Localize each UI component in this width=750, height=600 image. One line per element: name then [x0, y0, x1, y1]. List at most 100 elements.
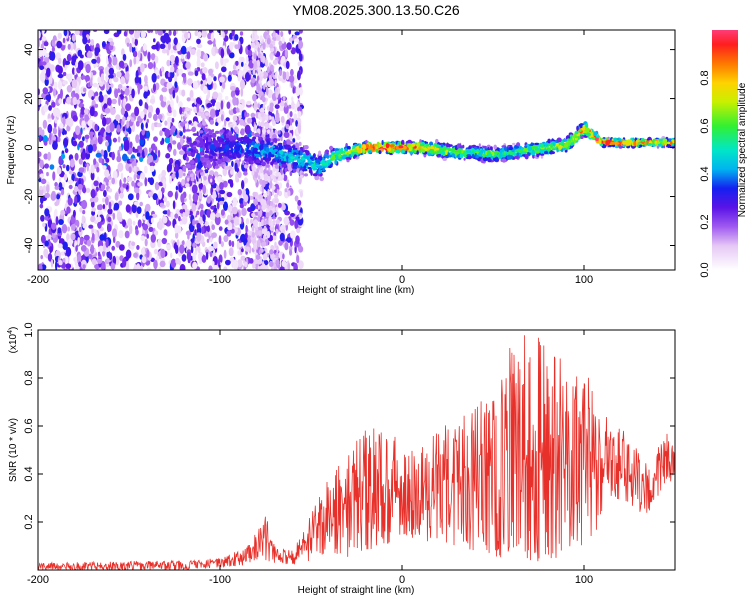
heatmap-cell — [196, 58, 201, 68]
heatmap-cell — [89, 77, 93, 87]
heatmap-cell — [67, 73, 73, 83]
heatmap-cell — [169, 54, 176, 63]
heatmap-cell — [107, 216, 112, 223]
heatmap-cell — [72, 209, 76, 218]
heatmap-cell — [114, 192, 119, 201]
heatmap-cell — [328, 165, 332, 169]
heatmap-cell — [86, 163, 90, 172]
heatmap-cell — [302, 168, 308, 172]
heatmap-cell — [296, 135, 301, 140]
heatmap-cell — [232, 197, 238, 207]
heatmap-cell — [90, 171, 95, 181]
heatmap-cell — [281, 260, 287, 268]
heatmap-cell — [192, 164, 196, 169]
heatmap-cell — [232, 135, 237, 141]
heatmap-cell — [39, 185, 43, 191]
heatmap-cell — [275, 115, 280, 123]
heatmap-cell — [265, 59, 269, 68]
heatmap-cell — [244, 124, 251, 135]
heatmap-cell — [52, 127, 58, 135]
heatmap-cell — [331, 154, 336, 160]
heatmap-cell — [98, 204, 103, 211]
heatmap-cell — [44, 240, 49, 247]
heatmap-cell — [39, 173, 45, 178]
heatmap-cell — [299, 190, 303, 198]
heatmap-cell — [44, 216, 49, 221]
heatmap-cell — [165, 154, 170, 159]
heatmap-cell — [164, 120, 168, 126]
heatmap-cell — [442, 157, 447, 161]
heatmap-cell — [251, 212, 256, 218]
heatmap-cell — [226, 191, 233, 198]
heatmap-cell — [222, 180, 228, 188]
heatmap-cell — [56, 167, 62, 175]
heatmap-cell — [117, 136, 121, 143]
heatmap-cell — [40, 214, 45, 222]
heatmap-cell — [220, 100, 224, 110]
heatmap-cell — [259, 256, 263, 263]
heatmap-cell — [109, 41, 115, 46]
heatmap-cell — [260, 72, 264, 78]
heatmap-cell — [48, 139, 52, 145]
heatmap-cell — [269, 209, 273, 216]
heatmap-cell — [490, 155, 494, 160]
heatmap-cell — [287, 262, 291, 270]
heatmap-cell — [39, 203, 44, 209]
heatmap-cell — [283, 174, 288, 182]
heatmap-cell — [80, 245, 87, 252]
heatmap-cell — [232, 153, 236, 156]
heatmap-cell — [286, 140, 291, 145]
heatmap-cell — [325, 160, 329, 167]
heatmap-cell — [265, 212, 270, 218]
heatmap-cell — [274, 79, 277, 87]
heatmap-cell — [277, 130, 281, 135]
heatmap-cell — [39, 159, 44, 169]
heatmap-cell — [170, 125, 176, 132]
heatmap-cell — [226, 157, 229, 162]
heatmap-cell — [63, 173, 68, 181]
heatmap-cell — [66, 96, 71, 105]
heatmap-cell — [165, 137, 171, 142]
heatmap-cell — [155, 82, 160, 91]
heatmap-cell — [280, 136, 283, 142]
heatmap-cell — [201, 73, 206, 81]
heatmap-cell — [159, 202, 164, 207]
heatmap-cell — [192, 141, 198, 145]
heatmap-cell — [258, 230, 262, 237]
heatmap-cell — [220, 209, 225, 216]
heatmap-cell — [245, 72, 250, 82]
heatmap-cell — [261, 205, 267, 211]
heatmap-cell — [284, 188, 289, 193]
heatmap-cell — [501, 158, 507, 163]
heatmap-cell — [230, 228, 235, 234]
heatmap-cell — [116, 30, 122, 35]
heatmap-cell — [194, 30, 199, 36]
heatmap-cell — [56, 194, 61, 200]
heatmap-cell — [45, 94, 51, 101]
heatmap-cell — [230, 85, 236, 91]
heatmap-cell — [229, 257, 235, 263]
heatmap-cell — [181, 215, 188, 225]
heatmap-cell — [134, 76, 140, 84]
heatmap-cell — [68, 184, 73, 190]
heatmap-cell — [222, 31, 225, 39]
heatmap-cell — [43, 41, 49, 47]
heatmap-cell — [257, 266, 261, 270]
heatmap-cell — [142, 246, 145, 257]
heatmap-cell — [49, 64, 55, 72]
heatmap-cell — [289, 249, 293, 256]
heatmap-cell — [267, 141, 270, 145]
heatmap-cell — [86, 239, 92, 247]
heatmap-cell — [240, 131, 242, 134]
heatmap-cell — [41, 61, 47, 66]
heatmap-cell — [287, 104, 292, 109]
heatmap-cell — [140, 235, 146, 241]
heatmap-cell — [116, 124, 121, 133]
heatmap-cell — [478, 143, 481, 148]
heatmap-cell — [258, 121, 261, 127]
heatmap-cell — [237, 189, 242, 196]
heatmap-cell — [241, 180, 245, 190]
heatmap-cell — [486, 150, 491, 155]
heatmap-cell — [251, 231, 255, 238]
heatmap-cell — [288, 37, 293, 42]
